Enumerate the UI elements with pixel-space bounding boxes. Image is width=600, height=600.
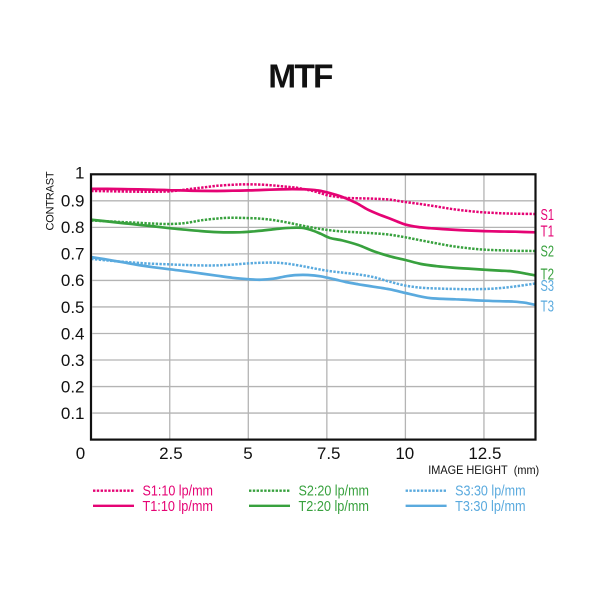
svg-text:0.3: 0.3 [61,351,85,370]
svg-text:T3: T3 [541,299,555,316]
svg-text:IMAGE HEIGHT (mm): IMAGE HEIGHT (mm) [428,463,539,477]
svg-text:5: 5 [243,444,252,463]
svg-text:2.5: 2.5 [159,444,183,463]
svg-text:7.5: 7.5 [317,444,341,463]
svg-text:10: 10 [395,444,414,463]
svg-text:T2: T2 [541,266,555,283]
svg-text:12.5: 12.5 [468,444,501,463]
svg-text:MTF: MTF [268,58,333,95]
svg-text:0.1: 0.1 [61,404,85,423]
svg-text:T1: T1 [541,224,555,241]
svg-text:0.9: 0.9 [61,192,85,211]
svg-text:S3:30 lp/mm: S3:30 lp/mm [455,484,525,500]
svg-text:S1:10 lp/mm: S1:10 lp/mm [143,484,214,500]
svg-text:T2:20 lp/mm: T2:20 lp/mm [299,499,370,515]
svg-text:S2: S2 [541,243,555,260]
svg-text:S2:20 lp/mm: S2:20 lp/mm [299,484,370,500]
svg-text:CONTRAST: CONTRAST [45,171,57,230]
svg-text:0.8: 0.8 [61,218,85,237]
svg-text:0.5: 0.5 [61,298,85,317]
svg-text:0.7: 0.7 [61,245,85,264]
svg-text:0.6: 0.6 [61,271,85,290]
svg-text:0.4: 0.4 [61,324,85,343]
svg-text:T3:30 lp/mm: T3:30 lp/mm [455,499,525,515]
svg-text:0: 0 [76,444,85,463]
svg-text:S1: S1 [541,207,555,224]
svg-text:S3: S3 [541,278,555,295]
svg-text:1: 1 [75,163,84,182]
svg-text:0.2: 0.2 [61,377,85,396]
svg-text:T1:10 lp/mm: T1:10 lp/mm [143,499,214,515]
